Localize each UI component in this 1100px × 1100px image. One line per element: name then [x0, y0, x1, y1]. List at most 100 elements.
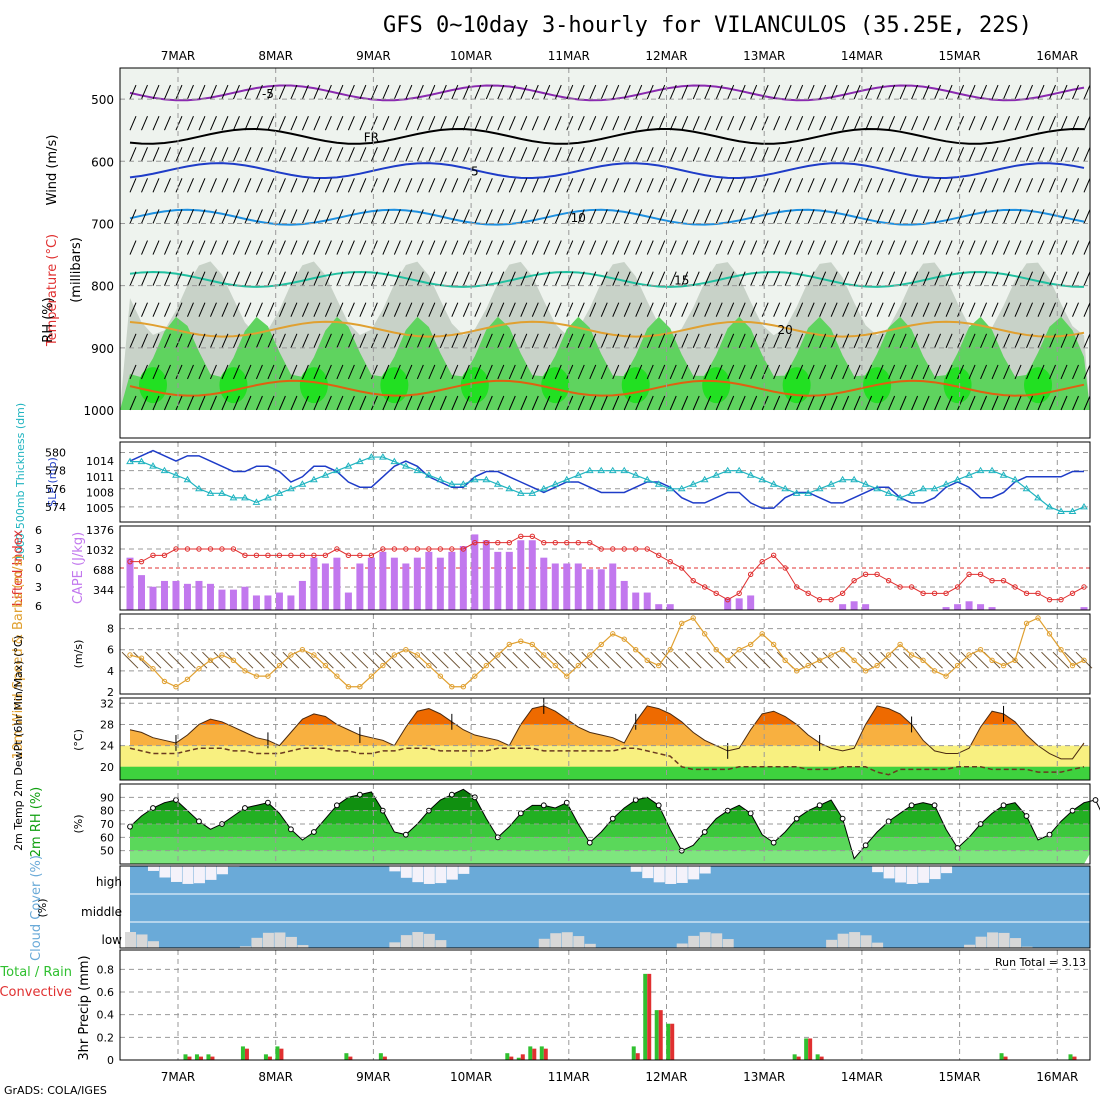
wind-barb — [773, 395, 781, 411]
cloud-bg — [130, 866, 1090, 948]
surface-wind-barb — [995, 651, 1012, 669]
wind-barb — [290, 333, 298, 349]
wind-barb — [370, 271, 378, 286]
wind-barb — [267, 302, 275, 317]
dewpt-line — [129, 747, 1085, 776]
wind-barb — [485, 209, 493, 224]
wind-barb — [830, 84, 838, 100]
thickness-point — [643, 475, 652, 483]
wind-speed-point — [1069, 662, 1076, 669]
wind-barb — [635, 84, 643, 100]
wind-barb — [531, 271, 539, 286]
wind-barb — [554, 115, 562, 131]
cloud-low — [125, 932, 136, 948]
wind-barb — [807, 271, 815, 286]
li-point — [173, 546, 179, 552]
slp-ylabel: SLP (mb) — [46, 457, 59, 507]
wind-speed-point — [782, 657, 788, 663]
wind-barb — [589, 178, 597, 193]
wind-barb — [646, 209, 654, 224]
wind-barb — [692, 364, 700, 380]
surface-wind-barb — [684, 651, 702, 669]
wind-barb — [393, 209, 401, 224]
precip-conv-bar — [670, 1023, 675, 1060]
rh-tick: 60 — [100, 831, 114, 844]
precip-total-bar — [1068, 1054, 1073, 1060]
wind-speed-point — [598, 641, 604, 648]
wind-barb — [439, 271, 447, 286]
thickness-point — [505, 484, 514, 492]
wind-speed-point — [127, 652, 133, 658]
wind-barb — [198, 395, 206, 411]
li-point — [931, 590, 938, 597]
cloud-high — [389, 866, 401, 872]
rh-point — [333, 802, 340, 809]
pressure-tick: 800 — [91, 280, 114, 294]
cloud-low — [573, 936, 585, 948]
wind-barb — [164, 240, 171, 255]
wind-barb — [853, 395, 861, 411]
cape-bar — [724, 598, 732, 610]
wind-barb — [187, 395, 194, 411]
rh-band-bright — [782, 367, 811, 404]
wind-barb — [888, 364, 896, 380]
li-point — [529, 533, 535, 540]
wind-barb — [175, 115, 183, 131]
li-point — [644, 546, 650, 552]
wind-barb — [899, 147, 907, 162]
pressure-tick: 700 — [91, 217, 114, 231]
wind-barb — [416, 302, 424, 317]
surface-wind-barb — [880, 651, 897, 669]
precip-total-bar — [206, 1054, 211, 1060]
surface-wind-barb — [317, 651, 334, 669]
wind-barb — [600, 364, 608, 380]
thickness-point — [310, 475, 318, 483]
wind-barb — [853, 84, 861, 100]
wind-barb — [554, 147, 562, 162]
li-point — [380, 546, 386, 552]
wind-barb — [784, 271, 792, 286]
li-point — [541, 539, 547, 546]
wind-barb — [922, 147, 930, 162]
wind-barb — [635, 333, 643, 349]
cape-bar — [494, 551, 502, 610]
wind-barb — [669, 178, 677, 193]
cape-bar — [988, 607, 996, 610]
wind-speed-point — [495, 652, 501, 658]
wind-barb — [842, 240, 850, 255]
wind-barb — [382, 84, 390, 100]
wind-barb — [727, 84, 735, 100]
wind-barb — [141, 271, 148, 286]
temp-unit: (°C) — [72, 729, 85, 751]
li-tick: 3 — [35, 543, 42, 556]
wind-barb — [175, 209, 183, 224]
wind-barb — [370, 302, 378, 317]
wind-barb — [531, 395, 539, 411]
wind-barb — [646, 333, 654, 349]
surface-wind-barb — [949, 651, 966, 669]
wind-barb — [301, 271, 309, 286]
wind-barb — [899, 364, 907, 380]
wind-barb — [968, 302, 976, 317]
cloud-low — [239, 946, 251, 948]
wind-barb — [209, 302, 217, 317]
wind-barb — [761, 271, 769, 286]
thickness-point — [252, 498, 261, 505]
cape-bar — [356, 563, 364, 610]
wind-speed-point — [391, 652, 398, 658]
bottom-date-label: 15MAR — [939, 1070, 981, 1084]
wind-barb — [428, 178, 436, 193]
wind-barb — [1037, 240, 1045, 255]
wind-barb — [290, 147, 298, 162]
wind-barb — [152, 333, 160, 349]
slp-tick: 1005 — [86, 502, 114, 515]
wind-barb — [1003, 333, 1011, 349]
wind-barb — [382, 302, 390, 317]
wind-barb — [428, 209, 436, 224]
cape-bar — [448, 551, 456, 610]
wind-barb — [888, 333, 896, 349]
wind-barb — [255, 178, 263, 193]
thickness-point — [562, 475, 571, 483]
precip-ylabel: 3hr Precip (mm) — [77, 955, 92, 1060]
precip-conv-bar — [532, 1048, 537, 1060]
